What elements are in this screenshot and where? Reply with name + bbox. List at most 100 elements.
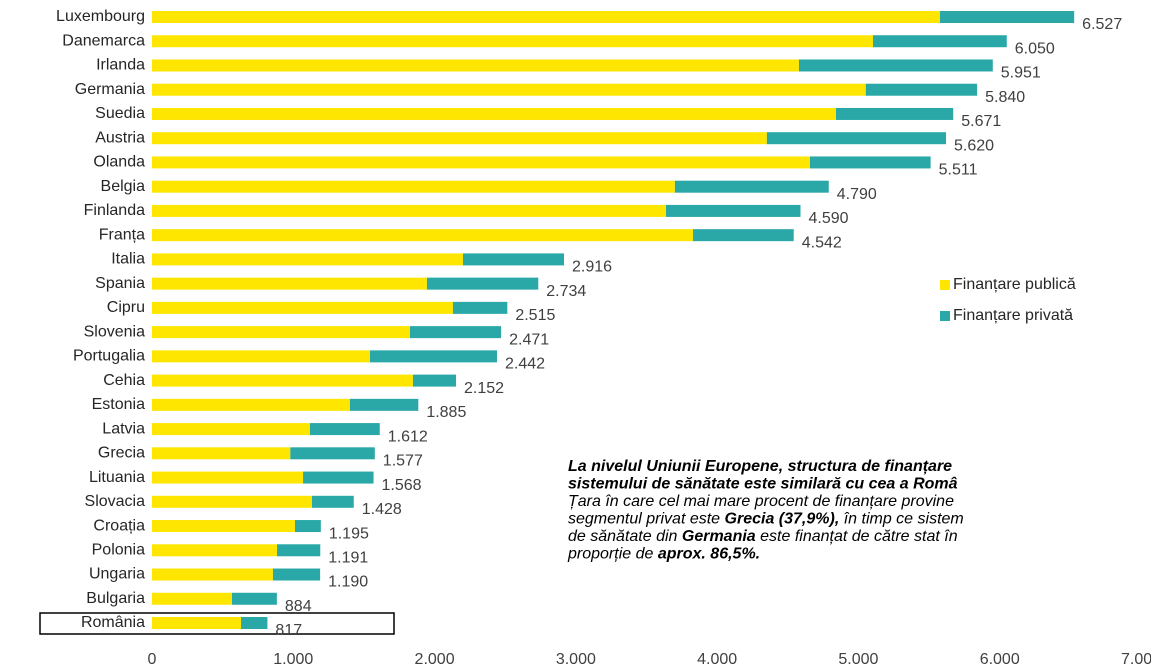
bar-segment — [294, 520, 321, 533]
total-label: 817 — [275, 622, 302, 639]
bar-segment — [309, 423, 380, 436]
annotation-run: este finanțat de către stat în — [756, 528, 958, 545]
y-tick-label: Estonia — [92, 396, 145, 413]
y-tick-label: Bulgaria — [86, 590, 145, 607]
annotation-run: sistemului de sănătate este similară cu … — [568, 476, 958, 493]
y-tick-label: Suedia — [95, 105, 145, 122]
bar-segment — [809, 156, 931, 169]
y-tick-label: Finlanda — [84, 202, 145, 219]
bar-segment — [798, 59, 993, 72]
annotation-line: de sănătate din Germania este finanțat d… — [568, 528, 958, 545]
annotation-run: în timp ce sistem — [839, 511, 963, 528]
y-tick-label: Danemarca — [62, 32, 145, 49]
y-tick-label: Croația — [93, 517, 145, 534]
x-tick-label: 3.000 — [556, 651, 596, 668]
y-tick-label: Portugalia — [73, 348, 145, 365]
bar-segment — [272, 568, 321, 581]
x-tick-label: 6.000 — [980, 651, 1020, 668]
bar-segment — [152, 204, 666, 217]
y-tick-label: Ungaria — [89, 566, 145, 583]
bar-segment — [152, 617, 242, 629]
bar-segment — [152, 568, 273, 581]
total-label: 2.152 — [464, 380, 504, 397]
bar-segment — [462, 253, 564, 266]
bar-segment — [290, 447, 375, 460]
highlight-box — [39, 612, 395, 635]
total-label: 4.542 — [802, 234, 842, 251]
bar-segment — [241, 617, 268, 629]
bar-segment — [349, 398, 419, 411]
bar-segment — [152, 277, 427, 290]
bar-segment — [152, 35, 873, 48]
y-tick-label: Lituania — [89, 469, 145, 486]
bar-segment — [665, 204, 801, 217]
bar-segment — [152, 398, 350, 411]
total-label: 1.191 — [328, 549, 368, 566]
y-tick-label: Olanda — [93, 154, 145, 171]
bar-segment — [152, 11, 940, 23]
bar-segment — [152, 132, 767, 145]
annotation-line: Țara în care cel mai mare procent de fin… — [568, 493, 954, 510]
total-label: 1.568 — [382, 477, 422, 494]
bar-segment — [152, 59, 799, 72]
bar-segment — [152, 592, 232, 605]
total-label: 1.577 — [383, 453, 423, 470]
bar-segment — [692, 229, 794, 242]
total-label: 1.195 — [329, 525, 369, 542]
bar-segment — [152, 544, 278, 557]
legend-swatch — [940, 280, 950, 290]
bar-segment — [152, 423, 310, 436]
bar-segment — [835, 107, 954, 120]
annotation-line: segmentul privat este Grecia (37,9%), în… — [568, 511, 964, 528]
total-label: 5.840 — [985, 89, 1025, 106]
total-label: 2.734 — [546, 283, 586, 300]
total-label: 1.428 — [362, 501, 402, 518]
bar-segment — [152, 156, 810, 169]
y-tick-label: Austria — [95, 129, 145, 146]
bar-segment — [426, 277, 539, 290]
y-tick-label: Franța — [99, 226, 145, 243]
bar-segment — [766, 132, 947, 145]
annotation-run: proporție de — [567, 546, 658, 563]
bar-segment — [152, 495, 312, 508]
bar-segment — [152, 471, 304, 484]
annotation-line: La nivelul Uniunii Europene, structura d… — [568, 458, 952, 475]
bar-segment — [311, 495, 354, 508]
y-tick-label: Germania — [75, 81, 145, 98]
y-tick-label: Luxembourg — [56, 8, 145, 25]
bar-segment — [152, 326, 410, 339]
total-label: 1.612 — [388, 428, 428, 445]
annotation-line: sistemului de sănătate este similară cu … — [568, 476, 958, 493]
bar-segment — [152, 520, 295, 533]
x-tick-label: 0 — [148, 651, 157, 668]
legend-label: Finanțare publică — [953, 276, 1076, 293]
total-label: 6.527 — [1082, 16, 1122, 33]
total-label: 5.671 — [961, 113, 1001, 130]
y-tick-label: România — [81, 614, 145, 631]
legend-label: Finanțare privată — [953, 307, 1073, 324]
bar-segment — [152, 83, 866, 96]
total-label: 5.511 — [939, 162, 978, 179]
x-tick-label: 2.000 — [415, 651, 455, 668]
total-label: 2.471 — [509, 331, 549, 348]
bar-segment — [674, 180, 829, 193]
x-tick-label: 4.000 — [697, 651, 737, 668]
total-label: 4.790 — [837, 186, 877, 203]
bar-segment — [152, 350, 371, 363]
bar-segment — [231, 592, 277, 605]
y-tick-label: Cipru — [107, 299, 145, 316]
annotation-run: Grecia (37,9%), — [725, 511, 840, 528]
y-tick-label: Slovacia — [85, 493, 146, 510]
bar-segment — [370, 350, 498, 363]
x-tick-label: 1.000 — [273, 651, 313, 668]
y-tick-label: Polonia — [92, 541, 145, 558]
x-tick-label: 5.000 — [838, 651, 878, 668]
bar-segment — [939, 11, 1075, 23]
bar-segment — [277, 544, 321, 557]
bar-segment — [303, 471, 374, 484]
total-label: 2.515 — [515, 307, 555, 324]
bar-segment — [152, 253, 463, 266]
y-tick-label: Italia — [111, 251, 145, 268]
legend-swatch — [940, 311, 950, 321]
